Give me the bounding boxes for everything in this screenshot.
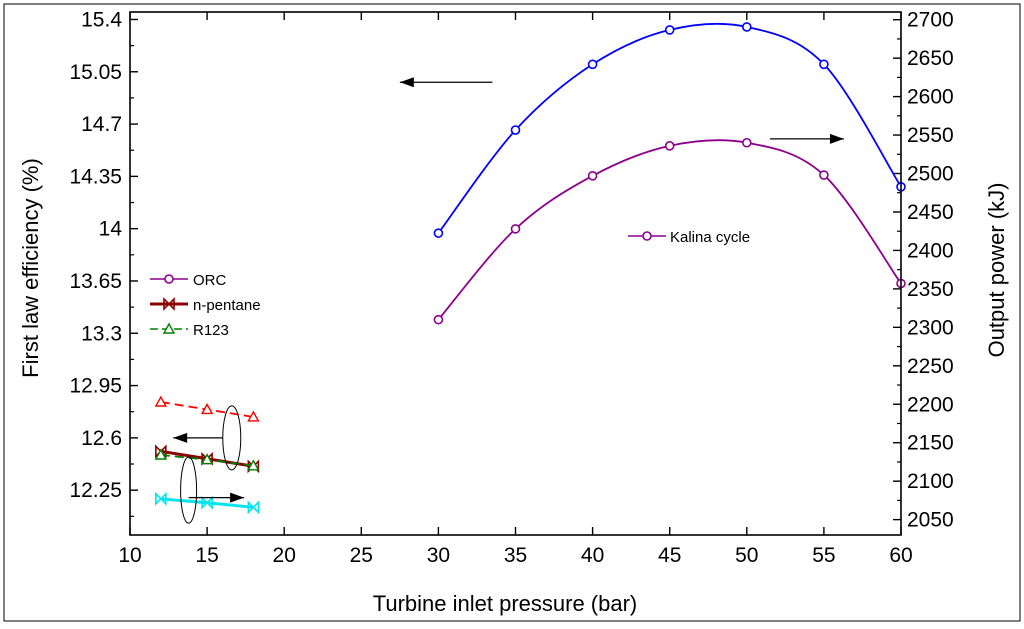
legend-label-r123: R123 <box>193 322 229 339</box>
x-tick-label: 25 <box>350 544 373 567</box>
data-point-1-3 <box>664 141 675 151</box>
x-tick-label: 10 <box>118 544 141 567</box>
data-point-2-0 <box>154 395 168 407</box>
y-left-tick-label: 15.4 <box>81 8 122 31</box>
y-left-tick-label: 14.7 <box>81 113 122 136</box>
y-left-tick-label: 13.65 <box>69 270 122 293</box>
arrow-right-axis-kalina-head <box>829 133 844 144</box>
data-point-1-1 <box>510 224 521 234</box>
data-point-1-4 <box>741 137 752 148</box>
curve-gap <box>848 184 859 197</box>
x-tick-label: 60 <box>889 544 912 567</box>
legend-marker-1 <box>163 297 175 311</box>
y-right-tick-label: 2250 <box>907 355 954 378</box>
data-point-0-4 <box>741 22 752 32</box>
y-right-tick-label: 2300 <box>907 316 954 339</box>
y-right-tick-label: 2450 <box>907 201 954 224</box>
y-right-tick-label: 2100 <box>907 470 954 493</box>
data-point-2-2 <box>247 410 260 422</box>
y-right-tick-label: 2050 <box>907 509 954 532</box>
y-left-tick-label: 15.05 <box>69 61 122 84</box>
y-left-tick-label: 12.25 <box>69 479 122 502</box>
data-point-0-2 <box>587 59 598 70</box>
x-tick-label: 30 <box>427 544 450 567</box>
y-left-tick-label: 12.6 <box>81 427 122 450</box>
ellipse-right-group <box>180 456 198 524</box>
data-point-1-2 <box>587 171 598 181</box>
y-right-axis-title: Output power (kJ) <box>984 183 1009 358</box>
data-point-4-2 <box>247 459 260 471</box>
y-right-tick-label: 2500 <box>907 163 954 186</box>
arrow-right-axis-orc-head <box>230 492 245 503</box>
x-tick-label: 55 <box>812 544 835 567</box>
series-line-0 <box>437 22 902 234</box>
x-tick-label: 45 <box>658 544 681 567</box>
data-point-2-1 <box>200 403 214 415</box>
legend-marker-2 <box>162 322 176 334</box>
plot-layer <box>129 12 906 535</box>
x-tick-label: 20 <box>273 544 296 567</box>
figure-border <box>3 3 1021 622</box>
x-tick-label: 50 <box>735 544 758 567</box>
y-left-tick-label: 14 <box>99 218 123 241</box>
x-tick-label: 15 <box>195 544 218 567</box>
y-left-axis-title: First law efficiency (%) <box>18 158 43 378</box>
data-point-1-0 <box>433 314 444 325</box>
x-axis-title: Turbine inlet pressure (bar) <box>373 591 638 616</box>
y-right-tick-label: 2200 <box>907 393 954 416</box>
legend-marker-0 <box>164 274 174 284</box>
y-right-tick-label: 2400 <box>907 239 954 262</box>
legend-label-kalina-cycle: Kalina cycle <box>670 229 750 246</box>
data-point-1-5 <box>819 170 829 180</box>
legend-marker-kalina <box>642 231 652 241</box>
arrow-left-axis-orc-head <box>173 432 188 443</box>
y-right-tick-label: 2600 <box>907 86 954 109</box>
legend-label-orc: ORC <box>193 272 227 289</box>
y-right-tick-label: 2350 <box>907 278 954 301</box>
data-point-0-5 <box>819 59 829 70</box>
y-left-tick-label: 13.3 <box>81 322 122 345</box>
y-right-tick-label: 2700 <box>907 9 954 32</box>
y-left-tick-label: 14.35 <box>69 165 122 188</box>
x-tick-label: 40 <box>581 544 604 567</box>
y-left-tick-label: 12.95 <box>69 375 122 398</box>
data-point-4-1 <box>200 453 214 465</box>
data-point-0-3 <box>664 25 675 35</box>
x-tick-label: 35 <box>504 544 527 567</box>
data-point-0-1 <box>510 125 521 135</box>
arrow-left-axis-kalina-head <box>399 77 414 88</box>
ellipse-left-group <box>222 405 242 471</box>
data-point-0-0 <box>433 228 444 238</box>
plot-frame <box>129 11 902 536</box>
data-point-5-2 <box>247 500 260 515</box>
data-point-5-0 <box>155 491 167 506</box>
y-right-tick-label: 2550 <box>907 124 954 147</box>
legend-label-n-pentane: n-pentane <box>193 297 261 314</box>
y-right-tick-label: 2650 <box>907 47 954 70</box>
y-right-tick-label: 2150 <box>907 432 954 455</box>
data-point-4-0 <box>154 448 168 460</box>
